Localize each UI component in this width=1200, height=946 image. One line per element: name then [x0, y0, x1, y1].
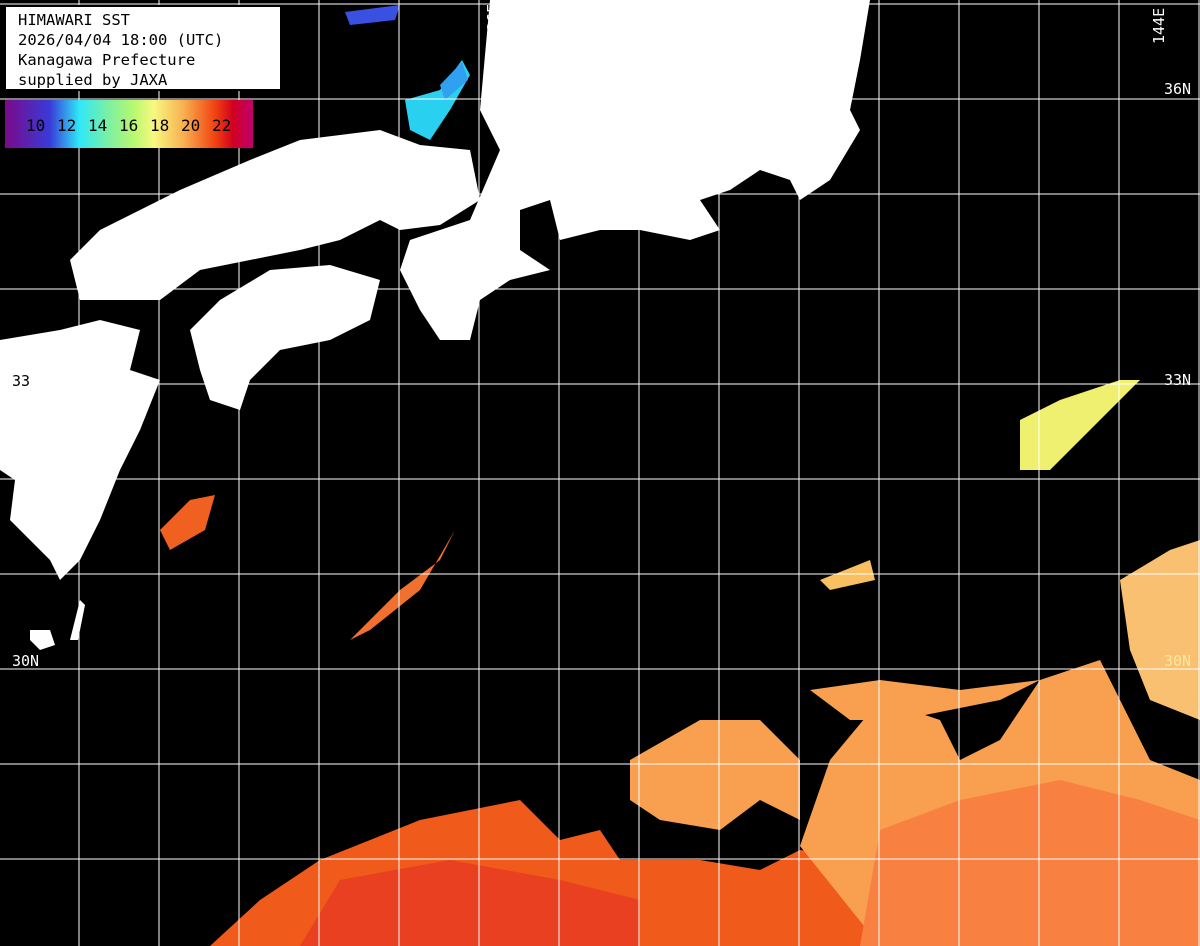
region-name: Kanagawa Prefecture: [18, 51, 196, 69]
legend-tick: 18: [150, 116, 170, 135]
info-box: HIMAWARI SST 2026/04/04 18:00 (UTC) Kana…: [4, 5, 282, 91]
lat-label-33-left: 33: [12, 372, 31, 390]
product-title: HIMAWARI SST: [18, 11, 130, 29]
lon-label-144e: 144E: [1150, 7, 1168, 44]
legend-tick: 12: [57, 116, 77, 135]
legend-tick: 20: [181, 116, 201, 135]
lat-label-36n: 36N: [1164, 80, 1192, 98]
legend-tick: 22: [212, 116, 232, 135]
lat-label-33n: 33N: [1164, 371, 1192, 389]
legend-tick: 10: [26, 116, 46, 135]
lat-label-30n-left: 30N: [12, 652, 40, 670]
lat-label-30n-right: 30N: [1164, 652, 1192, 670]
data-credit: supplied by JAXA: [18, 71, 168, 89]
legend-tick: 16: [119, 116, 139, 135]
sst-patches: [160, 5, 1200, 946]
timestamp: 2026/04/04 18:00 (UTC): [18, 31, 224, 49]
land-mask: [0, 0, 870, 650]
legend-tick: 14: [88, 116, 108, 135]
color-scale-legend: 10 12 14 16 18 20 22: [5, 100, 253, 148]
lon-label-136e: 136E: [484, 3, 502, 40]
